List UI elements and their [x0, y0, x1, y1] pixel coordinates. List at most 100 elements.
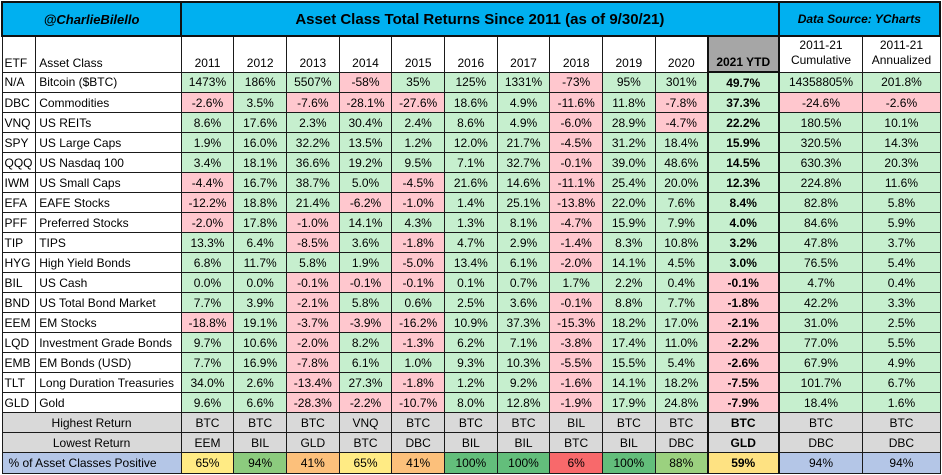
annual-return-cell: 95% [602, 71, 656, 93]
annualized-return-cell: 5.5% [862, 332, 941, 353]
annual-return-cell: 7.9% [654, 212, 709, 233]
header-ytd: 2021 YTD [706, 35, 780, 73]
lowest-return-row-cell: BIL [602, 432, 656, 453]
highest-return-row-label: Highest Return [1, 412, 182, 433]
annual-return-cell: -27.6% [391, 92, 445, 113]
annual-return-cell: -28.1% [338, 92, 393, 113]
annual-return-cell: -6.2% [338, 192, 393, 213]
etf-ticker: TIP [1, 232, 37, 253]
lowest-return-row: Lowest Return EEM BIL GLD BTC DBC BIL BIL BTC BIL… [1, 432, 941, 453]
header-year: 2013 [285, 35, 340, 73]
annualized-return-cell: 5.4% [862, 252, 941, 273]
lowest-return-row-ytd: GLD [706, 432, 780, 453]
annual-return-cell: -1.3% [391, 332, 445, 353]
annual-return-cell: -7.6% [285, 92, 340, 113]
annual-return-cell: 11.7% [233, 252, 287, 273]
highest-return-row-cell: BTC [180, 412, 235, 433]
lowest-return-row-cell: DBC [654, 432, 709, 453]
header-year: 2014 [338, 35, 393, 73]
annual-return-cell: 9.6% [180, 392, 235, 413]
annual-return-cell: 16.0% [233, 132, 287, 153]
percent-positive-row-ytd: 59% [706, 452, 780, 474]
asset-class-name: US Small Caps [35, 172, 182, 193]
annualized-return-cell: 10.1% [862, 112, 941, 133]
annual-return-cell: 5507% [285, 71, 340, 93]
cumulative-return-cell: 82.8% [777, 192, 864, 213]
percent-positive-row-cell: 65% [338, 452, 393, 474]
annual-return-cell: 2.4% [391, 112, 445, 133]
table-row: IWM US Small Caps -4.4% 16.7% 38.7% 5.0% -4.5%… [1, 172, 941, 193]
ytd-return-cell: -2.1% [706, 312, 780, 333]
annual-return-cell: 8.6% [444, 112, 498, 133]
data-source: Data Source: YCharts [777, 1, 942, 37]
lowest-return-row-cell: BIL [444, 432, 498, 453]
asset-class-name: EM Stocks [35, 312, 182, 333]
annual-return-cell: -4.7% [654, 112, 709, 133]
annual-return-cell: 9.2% [496, 372, 551, 393]
asset-class-name: US Large Caps [35, 132, 182, 153]
header-cumulative-label: Cumulative [790, 53, 851, 68]
annual-return-cell: 28.9% [602, 112, 656, 133]
annual-return-cell: 14.1% [602, 252, 656, 273]
annual-return-cell: -3.8% [549, 332, 604, 353]
annual-return-cell: 15.5% [602, 352, 656, 373]
cumulative-return-cell: 18.4% [777, 392, 864, 413]
ytd-return-cell: -2.6% [706, 352, 780, 373]
annual-return-cell: 7.7% [180, 352, 235, 373]
table-row: EFA EAFE Stocks -12.2% 18.8% 21.4% -6.2% -1.0%… [1, 192, 941, 213]
author-handle: @CharlieBilello [0, 1, 183, 37]
table-row: DBC Commodities -2.6% 3.5% -7.6% -28.1% -27.6%… [1, 92, 941, 113]
header-year: 2019 [602, 35, 656, 73]
annual-return-cell: 3.4% [180, 152, 235, 173]
annual-return-cell: 9.5% [391, 152, 445, 173]
annual-return-cell: 10.6% [233, 332, 287, 353]
percent-positive-row-cumulative: 94% [777, 452, 864, 474]
header-annualized-label: Annualized [871, 53, 932, 68]
annual-return-cell: 14.6% [496, 172, 551, 193]
annual-return-cell: -13.8% [549, 192, 604, 213]
annualized-return-cell: 20.3% [862, 152, 941, 173]
annual-return-cell: 9.3% [444, 352, 498, 373]
annual-return-cell: 1.2% [391, 132, 445, 153]
annual-return-cell: 13.5% [338, 132, 393, 153]
annual-return-cell: 16.9% [233, 352, 287, 373]
annual-return-cell: 31.2% [602, 132, 656, 153]
annual-return-cell: 1.0% [391, 352, 445, 373]
lowest-return-row-cell: GLD [285, 432, 340, 453]
annual-return-cell: 34.0% [180, 372, 235, 393]
lowest-return-row-annualized: DBC [862, 432, 941, 453]
asset-class-name: TIPS [35, 232, 182, 253]
annual-return-cell: 38.7% [285, 172, 340, 193]
annual-return-cell: 17.4% [602, 332, 656, 353]
annual-return-cell: -1.4% [549, 232, 604, 253]
annual-return-cell: 39.0% [602, 152, 656, 173]
ytd-return-cell: -7.9% [706, 392, 780, 413]
highest-return-row-cell: BTC [602, 412, 656, 433]
annual-return-cell: 25.4% [602, 172, 656, 193]
header-etf: ETF [1, 35, 37, 73]
annual-return-cell: 36.6% [285, 152, 340, 173]
annual-return-cell: -8.5% [285, 232, 340, 253]
ytd-return-cell: 37.3% [706, 92, 780, 113]
table-row: SPY US Large Caps 1.9% 16.0% 32.2% 13.5% 1.2% 1… [1, 132, 941, 153]
annual-return-cell: 0.6% [391, 292, 445, 313]
annual-return-cell: 1.9% [338, 252, 393, 273]
annual-return-cell: 18.4% [654, 132, 709, 153]
annual-return-cell: 301% [654, 71, 709, 93]
etf-ticker: TLT [1, 372, 37, 393]
annual-return-cell: 6.1% [496, 252, 551, 273]
table-row: VNQ US REITs 8.6% 17.6% 2.3% 30.4% 2.4% 8.6% 4.9… [1, 112, 941, 133]
annual-return-cell: 3.6% [338, 232, 393, 253]
percent-positive-row-cell: 100% [602, 452, 656, 474]
table-row: BND US Total Bond Market 7.7% 3.9% -2.1% 5.8%… [1, 292, 941, 313]
annual-return-cell: 13.3% [180, 232, 235, 253]
annual-return-cell: -15.3% [549, 312, 604, 333]
annual-return-cell: 21.4% [285, 192, 340, 213]
annual-return-cell: 32.7% [496, 152, 551, 173]
table-row: EEM EM Stocks -18.8% 19.1% -3.7% -3.9% -16.2% 1… [1, 312, 941, 333]
annual-return-cell: 20.0% [654, 172, 709, 193]
annual-return-cell: 5.4% [654, 352, 709, 373]
annual-return-cell: -0.1% [391, 272, 445, 293]
etf-ticker: PFF [1, 212, 37, 233]
